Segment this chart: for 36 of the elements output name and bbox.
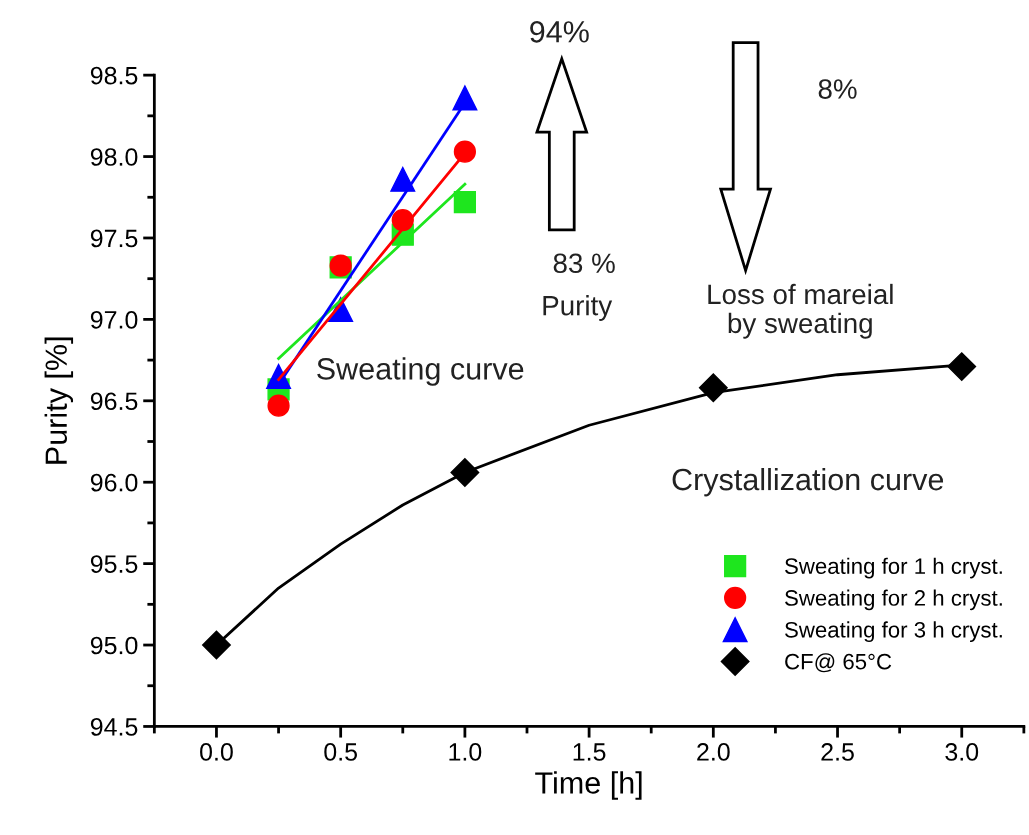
x-tick-label: 3.0	[945, 743, 979, 761]
y-tick-label: 98.0	[90, 148, 138, 166]
legend-label: Sweating for 3 h cryst.	[785, 621, 1002, 643]
point	[450, 457, 480, 487]
annotation: Loss of mareial by sweating	[708, 283, 893, 339]
point	[202, 630, 231, 660]
point	[453, 191, 476, 214]
text: 94%	[530, 21, 589, 43]
point	[947, 352, 977, 382]
y-tick-label: 96.0	[90, 473, 138, 492]
y-axis-title: Purity [%]	[44, 337, 74, 464]
annotation: Sweating curve	[317, 357, 524, 386]
y-tick-label: 97.5	[90, 229, 138, 248]
y-tick-label: 97.0	[90, 310, 138, 329]
y-tick-label: 95.5	[90, 555, 138, 573]
annotation: Purity	[543, 295, 613, 321]
point	[267, 394, 290, 417]
y-tick-label: 98.5	[90, 66, 138, 85]
legend-label: Sweating for 2 h cryst.	[785, 589, 1002, 611]
point	[390, 166, 416, 192]
y-tick-label: 94.5	[90, 718, 138, 736]
legend-label: Sweating for 1 h cryst.	[785, 557, 1002, 579]
x-tick-label: 2.0	[697, 743, 730, 761]
y-tick-label: 96.5	[90, 392, 138, 411]
x-tick-label: 0.5	[324, 743, 357, 761]
annotation: Crystallization curve	[672, 467, 944, 497]
x-tick-label: 1.5	[573, 743, 606, 761]
x-tick-label: 2.5	[821, 743, 854, 761]
y-tick-label: 95.0	[90, 636, 138, 655]
legend-label: CF@ 65°C	[785, 653, 892, 673]
annotation: 8%	[818, 79, 857, 99]
x-tick-label: 0.0	[200, 743, 233, 761]
x-tick-label: 1.0	[449, 743, 482, 761]
point	[453, 140, 476, 163]
x-axis-title: Time [h]	[535, 771, 642, 800]
annotation: 83 %	[553, 253, 615, 274]
